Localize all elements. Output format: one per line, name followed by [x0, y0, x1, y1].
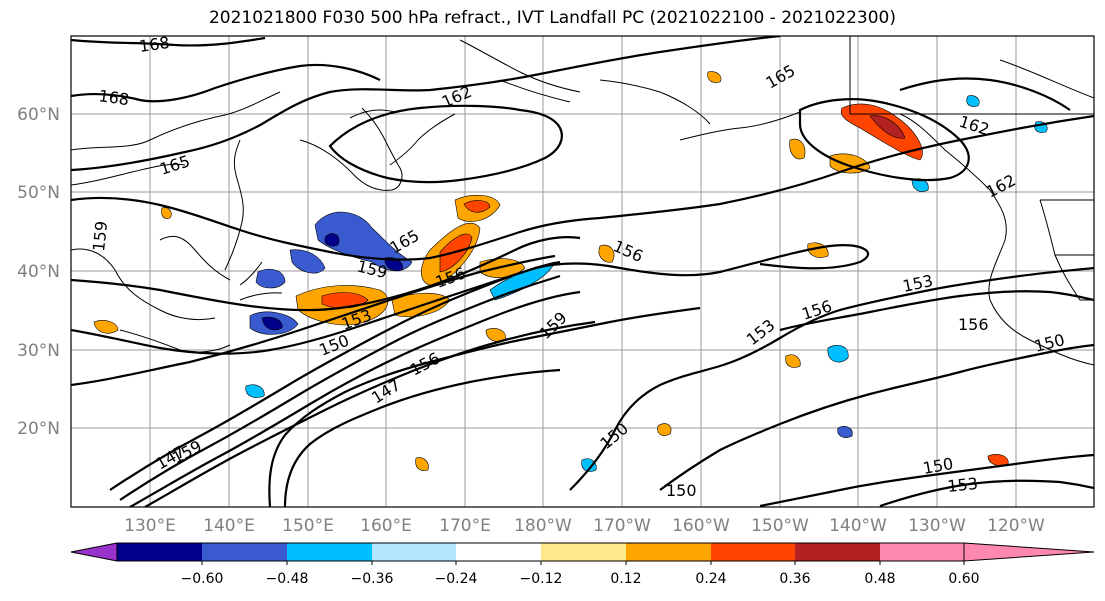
colorbar: −0.60 −0.48 −0.36 −0.24 −0.12 0.12 0.24 …: [70, 542, 1095, 587]
colorbar-segment: [541, 543, 626, 561]
lat-label: 20°N: [17, 419, 60, 439]
colorbar-segment: [711, 543, 795, 561]
colorbar-tick-label: 0.12: [610, 571, 641, 587]
height-contours: [71, 36, 1094, 507]
colorbar-tick-label: 0.24: [695, 571, 726, 587]
lon-label: 140°E: [203, 516, 255, 536]
lon-label: 160°W: [672, 516, 730, 536]
colorbar-segment: [880, 543, 964, 561]
colorbar-tick-label: −0.48: [266, 571, 309, 587]
colorbar-tick-label: −0.36: [351, 571, 394, 587]
lat-label: 30°N: [17, 341, 60, 361]
lon-label: 180°W: [514, 516, 572, 536]
lon-label: 160°E: [360, 516, 412, 536]
colorbar-extend-high: [963, 542, 1095, 562]
colorbar-segment: [117, 543, 202, 561]
refractivity-anomaly-shading: [93, 71, 1048, 472]
contour-label: 168: [138, 33, 171, 56]
longitude-labels: 130°E 140°E 150°E 160°E 170°E 180°W 170°…: [124, 516, 1045, 536]
lon-label: 140°W: [829, 516, 887, 536]
lon-label: 150°E: [282, 516, 334, 536]
lon-label: 170°E: [439, 516, 491, 536]
colorbar-tick-label: −0.12: [520, 571, 563, 587]
lon-label: 120°W: [987, 516, 1045, 536]
map-title: 2021021800 F030 500 hPa refract., IVT La…: [208, 8, 896, 28]
colorbar-tick-label: 0.60: [948, 571, 979, 587]
lon-label: 130°W: [908, 516, 966, 536]
contour-label: 153: [946, 474, 978, 496]
lon-label: 150°W: [751, 516, 809, 536]
contour-label: 168: [97, 86, 130, 109]
contour-label: 159: [89, 220, 111, 252]
lat-label: 40°N: [17, 262, 60, 282]
colorbar-tick-label: 0.36: [779, 571, 810, 587]
colorbar-tick-label: 0.48: [864, 571, 895, 587]
contour-label: 156: [958, 315, 989, 334]
colorbar-segment: [456, 543, 541, 561]
contour-label: 150: [666, 481, 697, 500]
plot-frame: [70, 35, 1095, 508]
colorbar-segment: [287, 543, 372, 561]
lon-label: 130°E: [124, 516, 176, 536]
colorbar-segment: [795, 543, 880, 561]
colorbar-tick-label: −0.60: [181, 571, 224, 587]
lat-label: 60°N: [17, 105, 60, 125]
colorbar-tick-label: −0.24: [435, 571, 478, 587]
lon-label: 170°W: [593, 516, 651, 536]
colorbar-segment: [626, 543, 711, 561]
colorbar-segment: [372, 543, 456, 561]
colorbar-extend-low: [70, 542, 118, 562]
latitude-labels: 60°N 50°N 40°N 30°N 20°N: [17, 105, 60, 439]
lat-label: 50°N: [17, 183, 60, 203]
colorbar-segment: [202, 543, 287, 561]
